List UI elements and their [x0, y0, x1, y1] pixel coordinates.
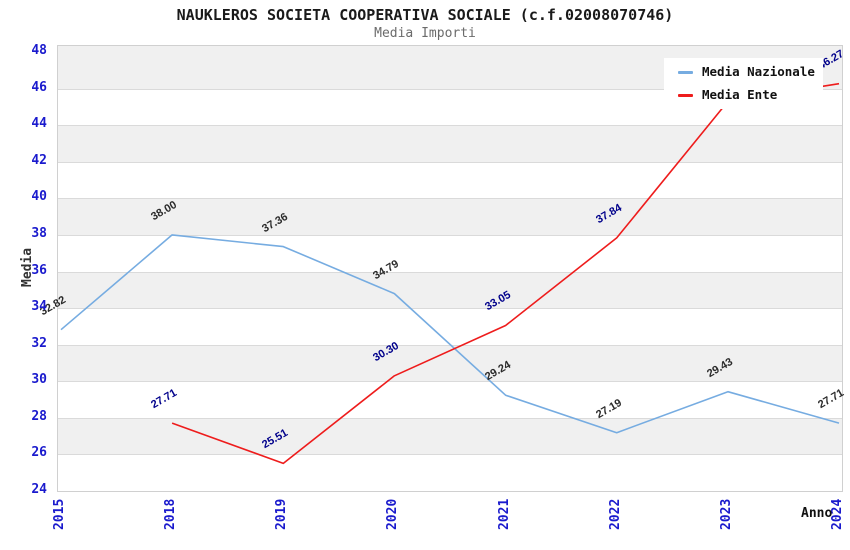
- legend-label-media-nazionale: Media Nazionale: [702, 64, 815, 79]
- gridline: [58, 271, 842, 273]
- y-tick-label: 40: [31, 189, 47, 205]
- background-band: [58, 161, 842, 199]
- legend-item-media-ente: Media Ente: [678, 87, 815, 103]
- x-tick-label: 2015: [52, 498, 67, 530]
- gridline: [58, 125, 842, 127]
- gridline: [58, 308, 842, 310]
- legend-item-media-nazionale: Media Nazionale: [678, 64, 815, 80]
- background-band: [58, 454, 842, 491]
- x-tick-label: 2020: [385, 498, 401, 530]
- gridline: [58, 198, 842, 200]
- background-band: [58, 308, 842, 345]
- legend-swatch-media-ente: [678, 93, 693, 97]
- gridline: [58, 234, 842, 236]
- series-lines: [60, 82, 840, 465]
- y-tick-label: 24: [31, 482, 47, 497]
- y-tick-label: 38: [31, 225, 47, 241]
- y-tick-label: 46: [31, 79, 47, 95]
- background-band: [58, 234, 842, 272]
- legend: Media Nazionale Media Ente: [664, 58, 823, 109]
- background-band: [58, 417, 842, 455]
- y-tick-label: 34: [31, 299, 47, 315]
- y-tick-label: 36: [31, 262, 47, 278]
- legend-swatch-media-nazionale: [678, 70, 693, 74]
- x-tick-label: 2019: [274, 498, 290, 530]
- background-band: [58, 271, 842, 309]
- background-band: [58, 198, 842, 235]
- y-tick-label: 26: [31, 445, 47, 461]
- x-tick-label: 2023: [718, 498, 734, 530]
- series-line-media-nazionale: [60, 234, 840, 434]
- gridline: [58, 381, 842, 383]
- y-tick-label: 32: [31, 335, 47, 351]
- chart-subtitle: Media Importi: [374, 26, 476, 41]
- series-line-media-ente: [171, 82, 840, 465]
- gridline: [58, 88, 842, 90]
- y-tick-label: 44: [31, 116, 47, 132]
- x-tick-label: 2022: [607, 498, 623, 530]
- y-tick-label: 28: [31, 408, 47, 424]
- x-axis-title: Anno: [801, 506, 833, 521]
- plot-area: Media Nazionale Media Ente 32.82 38.00 37.…: [38, 45, 846, 492]
- x-tick-label: 2021: [496, 498, 512, 530]
- y-tick-label: 42: [31, 152, 47, 168]
- chart-title: NAUKLEROS SOCIETA COOPERATIVA SOCIALE (c…: [176, 6, 674, 24]
- x-tick-label: 2024: [830, 498, 845, 530]
- y-tick-label: 30: [31, 372, 47, 388]
- legend-label-media-ente: Media Ente: [702, 87, 778, 102]
- background-band: [58, 381, 842, 418]
- gridline: [58, 161, 842, 163]
- y-tick-label: 48: [31, 43, 47, 59]
- gridline: [58, 417, 842, 419]
- gridline: [58, 454, 842, 456]
- background-band: [58, 125, 842, 162]
- x-tick-label: 2018: [163, 498, 179, 530]
